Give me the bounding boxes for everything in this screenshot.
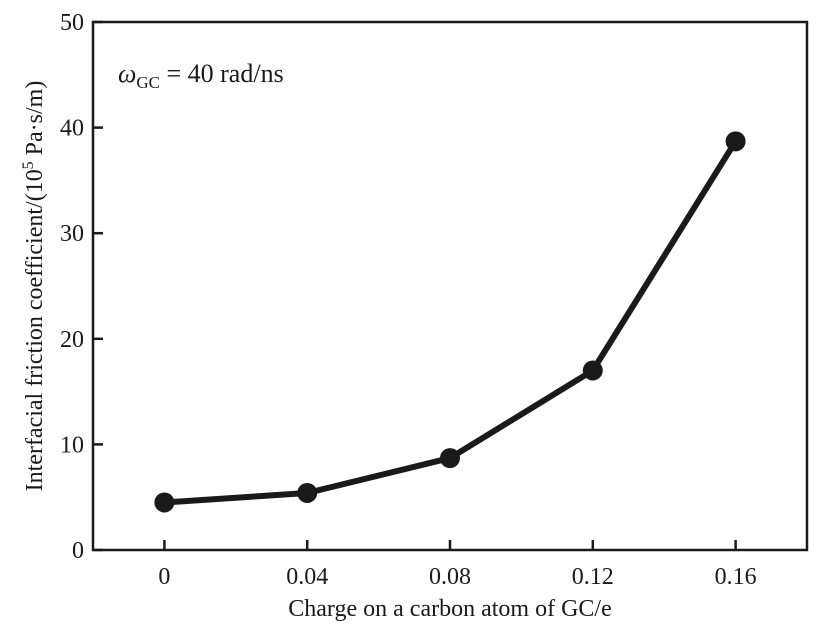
x-axis-title: Charge on a carbon atom of GC/e — [288, 596, 611, 622]
plot-frame — [91, 20, 809, 552]
x-tick-label: 0.08 — [429, 564, 471, 590]
x-tick-label: 0.16 — [715, 564, 757, 590]
annotation-value: = 40 rad/ns — [160, 59, 284, 88]
data-series — [154, 131, 746, 513]
data-point — [154, 492, 175, 513]
data-point — [725, 131, 746, 152]
annotation-symbol: ω — [118, 59, 136, 88]
y-tick-label: 0 — [72, 538, 84, 564]
y-axis-title: Interfacial friction coefficient/(105 Pa… — [20, 81, 48, 492]
data-point — [297, 482, 318, 503]
y-tick-label: 20 — [60, 327, 84, 353]
annotation-subscript: GC — [136, 73, 160, 92]
x-tick-label: 0.04 — [286, 564, 328, 590]
data-point — [582, 360, 603, 381]
y-axis-title-prefix: Interfacial friction coefficient/(10 — [22, 169, 48, 491]
x-tick-label: 0 — [158, 564, 170, 590]
y-axis-title-suffix: Pa·s/m) — [22, 81, 48, 162]
x-ticks: 0 0.04 0.08 0.12 0.16 — [158, 540, 757, 590]
y-tick-label: 30 — [60, 221, 84, 247]
x-tick-label: 0.12 — [572, 564, 614, 590]
data-point — [440, 448, 460, 469]
y-tick-label: 10 — [60, 432, 84, 458]
annotation: ωGC = 40 rad/ns — [118, 59, 284, 92]
y-ticks: 0 10 20 30 40 50 — [60, 10, 103, 564]
y-axis-title-superscript: 5 — [20, 161, 37, 169]
y-tick-label: 50 — [60, 10, 84, 36]
y-tick-label: 40 — [60, 116, 84, 142]
